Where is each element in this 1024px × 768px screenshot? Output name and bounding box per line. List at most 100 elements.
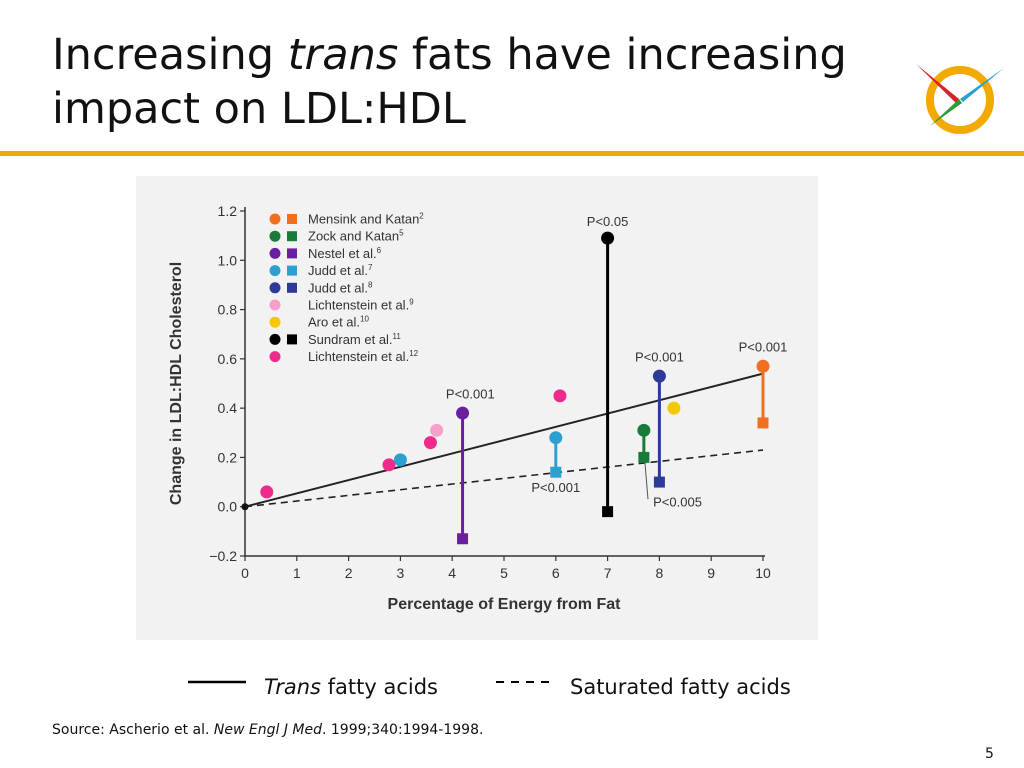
legend-label: Lichtenstein et al.12 [308, 349, 419, 364]
legend-label-reference: 8 [368, 280, 373, 289]
ldl-hdl-chart: 0 1 2 3 4 5 6 7 8 9 10−0.20.00.20.40.60.81.01.2 P<… [136, 176, 818, 640]
source-citation: Source: Ascherio et al. New Engl J Med. … [52, 722, 483, 738]
x-tick-label: 5 [500, 565, 508, 581]
square-point [550, 466, 562, 478]
y-tick-label: 0.6 [218, 351, 238, 367]
x-tick-label: 9 [707, 565, 715, 581]
legend-label-reference: 6 [377, 246, 382, 255]
annotation-pointer [644, 462, 649, 500]
title-underline [0, 151, 1024, 156]
square-point [457, 533, 469, 545]
p-value-label: P<0.005 [653, 495, 702, 510]
circle-point [456, 406, 470, 420]
y-tick-label: −0.2 [209, 548, 237, 564]
legend-label: Nestel et al.6 [308, 246, 382, 261]
data-points [241, 231, 770, 545]
saturated-legend-label: Saturated fatty acids [570, 675, 791, 699]
circle-point [553, 389, 567, 403]
legend-label-name: Aro et al. [308, 315, 360, 330]
legend-circle-marker [269, 213, 281, 225]
source-text-rest: . 1999;340:1994-1998. [321, 722, 484, 738]
legend-circle-marker [269, 316, 281, 328]
legend-label: Zock and Katan5 [308, 229, 404, 244]
title-text-rest: fats have increasing impact on LDL:HDL [52, 30, 847, 134]
y-tick-label: 1.0 [218, 252, 238, 268]
legend-circle-marker [269, 282, 281, 294]
source-journal: New Engl J Med [213, 722, 322, 738]
square-point [653, 476, 665, 488]
chart-axes: 0 1 2 3 4 5 6 7 8 9 10−0.20.00.20.40.60.81.01.2 [209, 203, 771, 581]
p-value-annotations: P<0.001 P<0.05 P<0.001 P<0.001 P<0.001 P<0.00… [446, 214, 787, 510]
legend-label-name: Zock and Katan [308, 229, 399, 244]
legend-label-reference: 2 [419, 212, 424, 221]
saturated-trend-line [244, 449, 764, 508]
legend-circle-marker [269, 230, 281, 242]
legend-label-name: Nestel et al. [308, 246, 377, 261]
circle-point [260, 485, 274, 499]
circle-point [652, 369, 666, 383]
legend-label: Mensink and Katan2 [308, 212, 424, 227]
legend-label: Sundram et al.11 [308, 332, 401, 347]
legend-circle-marker [269, 299, 281, 311]
square-point [757, 417, 769, 429]
x-tick-label: 6 [552, 565, 560, 581]
legend-label-reference: 9 [409, 298, 414, 307]
circle-point [601, 231, 615, 245]
legend-circle-marker [269, 247, 281, 259]
p-value-label: P<0.001 [635, 349, 684, 364]
square-point [638, 451, 650, 463]
legend-square-marker [287, 231, 297, 242]
legend-square-marker [287, 282, 297, 293]
legend-label: Aro et al.10 [308, 315, 369, 330]
circle-point [382, 458, 396, 472]
logo-icon [916, 64, 1004, 134]
chart-legend: Mensink and Katan2 Zock and Katan5 Nestel … [269, 212, 424, 364]
legend-square-marker [287, 248, 297, 259]
y-tick-label: 0.8 [218, 302, 238, 318]
p-value-label: P<0.001 [446, 386, 495, 401]
legend-label-reference: 7 [368, 263, 373, 272]
x-tick-label: 4 [448, 565, 456, 581]
x-axis-label: Percentage of Energy from Fat [388, 596, 622, 613]
trans-legend-line [188, 680, 246, 684]
legend-label-reference: 11 [393, 332, 402, 341]
circle-point [423, 436, 437, 450]
x-tick-label: 2 [345, 565, 353, 581]
circle-point [667, 401, 681, 415]
legend-label-name: Sundram et al. [308, 332, 393, 347]
slide-title: Increasing trans fats have increasing im… [52, 28, 902, 136]
x-tick-label: 8 [656, 565, 664, 581]
p-value-label: P<0.001 [531, 480, 580, 495]
title-text: Increasing [52, 30, 288, 80]
trans-legend-label: Trans fatty acids [264, 675, 438, 699]
chart-background [136, 176, 818, 640]
legend-square-marker [287, 214, 297, 224]
x-tick-label: 10 [755, 565, 771, 581]
legend-circle-marker [269, 265, 281, 277]
y-tick-label: 0.0 [218, 499, 238, 515]
x-tick-label: 1 [293, 565, 301, 581]
legend-label-name: Judd et al. [308, 263, 368, 278]
legend-label-name: Mensink and Katan [308, 212, 419, 227]
legend-label-name: Judd et al. [308, 280, 368, 295]
legend-circle-marker [269, 333, 281, 345]
y-tick-label: 1.2 [218, 203, 238, 219]
circle-point [756, 359, 770, 373]
legend-circle-marker [269, 351, 281, 363]
trans-legend-italic: Trans [264, 675, 321, 699]
legend-label-reference: 10 [360, 315, 369, 324]
title-italic-text: trans [287, 30, 399, 80]
legend-square-marker [287, 265, 297, 276]
legend-label: Judd et al.7 [308, 263, 373, 278]
legend-label-name: Lichtenstein et al. [308, 298, 409, 313]
source-text: Source: Ascherio et al. [52, 722, 214, 738]
circle-point [549, 431, 563, 445]
trans-legend-text: fatty acids [320, 675, 438, 699]
circle-point [393, 453, 407, 467]
legend-label: Judd et al.8 [308, 280, 373, 295]
legend-label-name: Lichtenstein et al. [308, 349, 409, 364]
legend-label-reference: 5 [399, 229, 404, 238]
circle-point [637, 423, 651, 437]
x-tick-label: 3 [397, 565, 405, 581]
x-tick-label: 7 [604, 565, 612, 581]
